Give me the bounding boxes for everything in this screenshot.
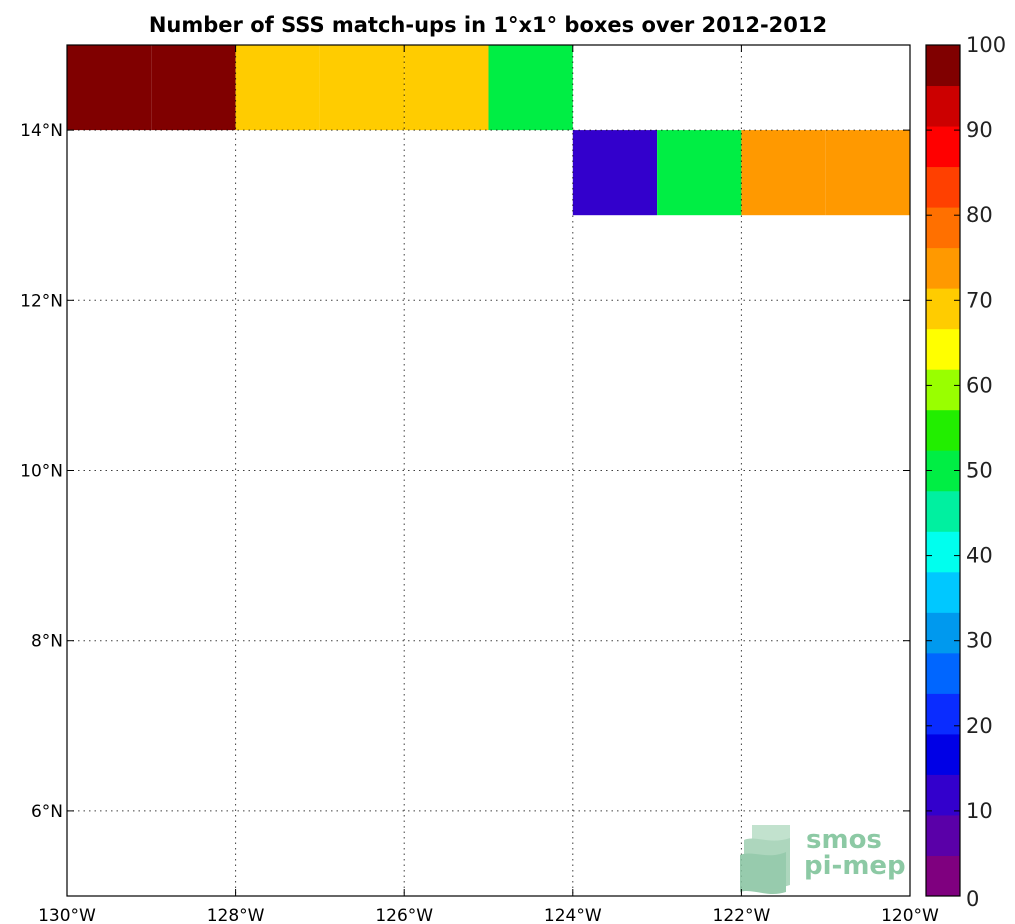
colorbar-tick-label: 50 (966, 459, 993, 483)
y-tick-label: 10°N (20, 462, 63, 482)
colorbar-bin (926, 652, 960, 694)
colorbar-bin (926, 733, 960, 775)
colorbar-bin (926, 490, 960, 532)
heatmap-cell (657, 130, 742, 216)
x-tick-label: 122°W (713, 906, 771, 924)
colorbar-bin (926, 369, 960, 411)
x-axis-ticks: 130°W 128°W 126°W 124°W 122°W 120°W (38, 45, 939, 924)
colorbar-bin (926, 207, 960, 249)
colorbar-bin (926, 328, 960, 370)
x-tick-label: 120°W (881, 906, 939, 924)
heatmap-cell (741, 130, 826, 216)
logo-text-pimep: pi-mep (804, 851, 906, 881)
colorbar-ticks: 0 10 20 30 40 50 60 70 80 90 100 (926, 33, 1006, 911)
colorbar-tick-label: 0 (966, 887, 979, 911)
heatmap-cell (488, 45, 573, 131)
colorbar-bin (926, 855, 960, 897)
colorbar (925, 44, 961, 897)
colorbar-tick-label: 80 (966, 203, 993, 227)
heatmap-cell (825, 130, 910, 216)
colorbar-tick-label: 70 (966, 288, 993, 312)
smos-pimep-logo: smos pi-mep (740, 825, 906, 894)
colorbar-bin (926, 693, 960, 735)
colorbar-tick-label: 20 (966, 714, 993, 738)
y-axis-ticks: 6°N 8°N 10°N 12°N 14°N (20, 121, 910, 822)
heatmap-cell (235, 45, 320, 131)
heatmap-cell (404, 45, 489, 131)
colorbar-bin (926, 612, 960, 654)
heatmap-cells (67, 45, 910, 216)
x-tick-label: 124°W (544, 906, 602, 924)
y-tick-label: 12°N (20, 291, 63, 311)
colorbar-tick-label: 40 (966, 544, 993, 568)
logo-mark-icon (740, 825, 790, 894)
x-tick-label: 128°W (207, 906, 265, 924)
heatmap-cell (151, 45, 236, 131)
x-tick-label: 126°W (375, 906, 433, 924)
colorbar-tick-label: 30 (966, 629, 993, 653)
colorbar-bin (926, 409, 960, 451)
colorbar-bin (926, 531, 960, 573)
chart-title: Number of SSS match-ups in 1°x1° boxes o… (149, 13, 827, 37)
colorbar-tick-label: 10 (966, 799, 993, 823)
colorbar-bin (926, 85, 960, 127)
colorbar-tick-label: 100 (966, 33, 1006, 57)
x-tick-label: 130°W (38, 906, 96, 924)
colorbar-bin (926, 247, 960, 289)
y-tick-label: 6°N (31, 802, 63, 822)
colorbar-bin (926, 571, 960, 613)
heatmap-cell (319, 45, 405, 131)
colorbar-bin (926, 126, 960, 168)
colorbar-bin (926, 288, 960, 330)
y-tick-label: 14°N (20, 121, 63, 141)
y-tick-label: 8°N (31, 632, 63, 652)
colorbar-tick-label: 90 (966, 118, 993, 142)
logo-text-smos: smos (806, 825, 882, 855)
colorbar-bin (926, 774, 960, 816)
colorbar-bin (926, 814, 960, 856)
colorbar-bin (926, 166, 960, 208)
colorbar-bin (926, 45, 960, 87)
heatmap-cell (572, 130, 658, 216)
colorbar-tick-label: 60 (966, 373, 993, 397)
heatmap-cell (67, 45, 152, 131)
